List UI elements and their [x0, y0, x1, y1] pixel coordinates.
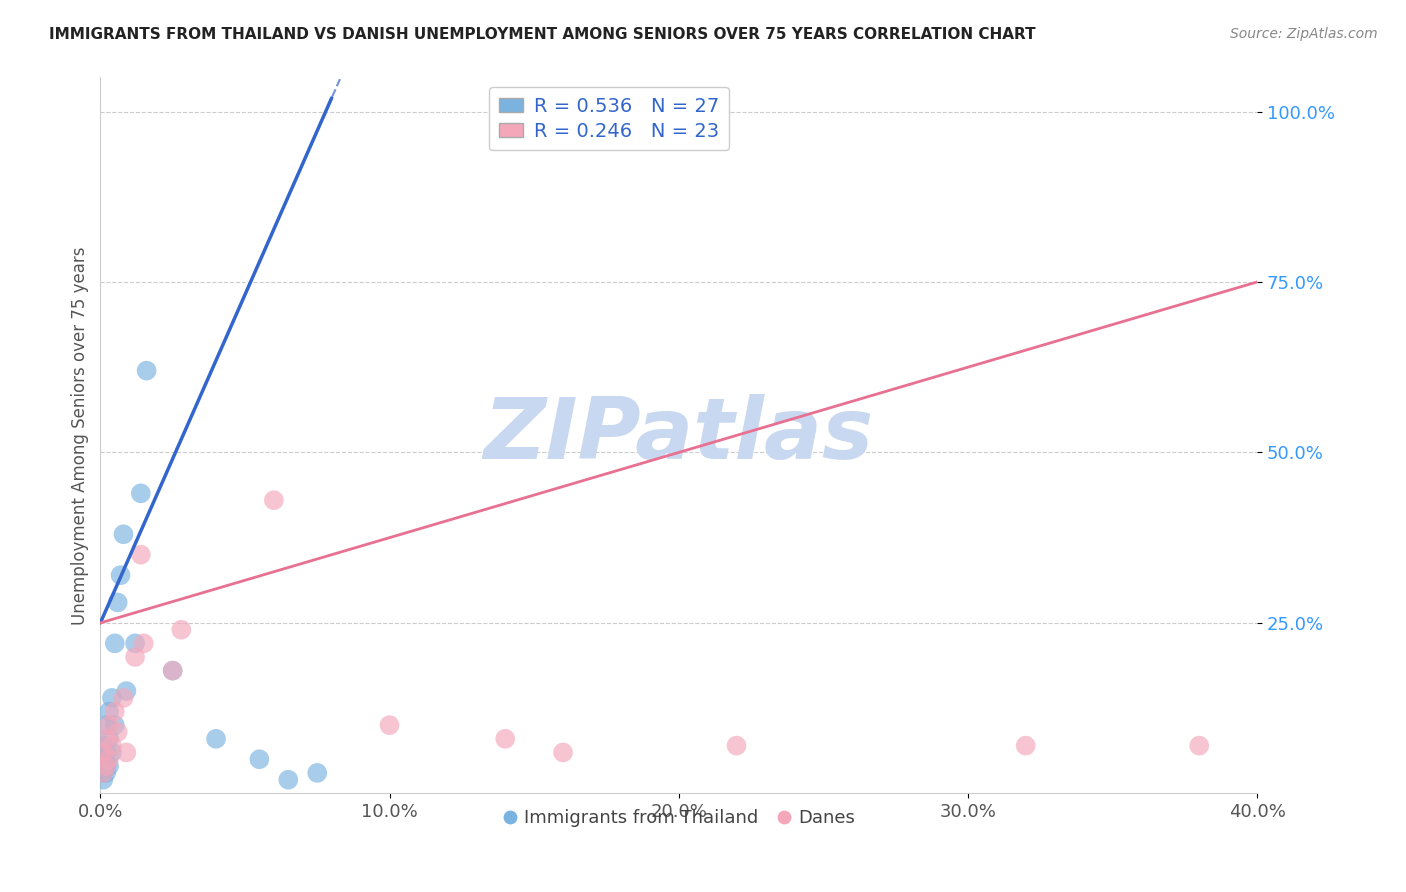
- Point: [112, 527, 135, 541]
- Point: [98, 759, 121, 773]
- Point: [101, 746, 124, 760]
- Point: [162, 664, 184, 678]
- Point: [494, 731, 516, 746]
- Point: [307, 765, 329, 780]
- Text: IMMIGRANTS FROM THAILAND VS DANISH UNEMPLOYMENT AMONG SENIORS OVER 75 YEARS CORR: IMMIGRANTS FROM THAILAND VS DANISH UNEMP…: [49, 27, 1036, 42]
- Point: [94, 759, 117, 773]
- Point: [107, 595, 129, 609]
- Point: [124, 650, 146, 665]
- Point: [124, 636, 146, 650]
- Point: [104, 636, 127, 650]
- Point: [378, 718, 401, 732]
- Point: [725, 739, 748, 753]
- Point: [98, 752, 121, 766]
- Y-axis label: Unemployment Among Seniors over 75 years: Unemployment Among Seniors over 75 years: [72, 246, 89, 624]
- Point: [94, 759, 117, 773]
- Point: [94, 746, 117, 760]
- Point: [277, 772, 299, 787]
- Point: [94, 718, 117, 732]
- Point: [91, 765, 114, 780]
- Point: [170, 623, 193, 637]
- Point: [132, 636, 155, 650]
- Point: [107, 725, 129, 739]
- Point: [1188, 739, 1211, 753]
- Point: [247, 752, 270, 766]
- Point: [91, 752, 114, 766]
- Point: [135, 363, 157, 377]
- Point: [98, 731, 121, 746]
- Point: [98, 718, 121, 732]
- Point: [110, 568, 132, 582]
- Point: [101, 739, 124, 753]
- Point: [263, 493, 285, 508]
- Legend: Immigrants from Thailand, Danes: Immigrants from Thailand, Danes: [495, 802, 862, 834]
- Point: [104, 718, 127, 732]
- Point: [91, 765, 114, 780]
- Point: [91, 746, 114, 760]
- Point: [551, 746, 574, 760]
- Point: [94, 765, 117, 780]
- Point: [205, 731, 228, 746]
- Point: [129, 548, 152, 562]
- Point: [101, 690, 124, 705]
- Point: [104, 705, 127, 719]
- Point: [112, 690, 135, 705]
- Point: [1015, 739, 1038, 753]
- Point: [115, 684, 138, 698]
- Point: [98, 705, 121, 719]
- Point: [115, 746, 138, 760]
- Point: [91, 739, 114, 753]
- Point: [129, 486, 152, 500]
- Point: [162, 664, 184, 678]
- Text: ZIPatlas: ZIPatlas: [484, 394, 873, 477]
- Point: [94, 731, 117, 746]
- Point: [91, 772, 114, 787]
- Text: Source: ZipAtlas.com: Source: ZipAtlas.com: [1230, 27, 1378, 41]
